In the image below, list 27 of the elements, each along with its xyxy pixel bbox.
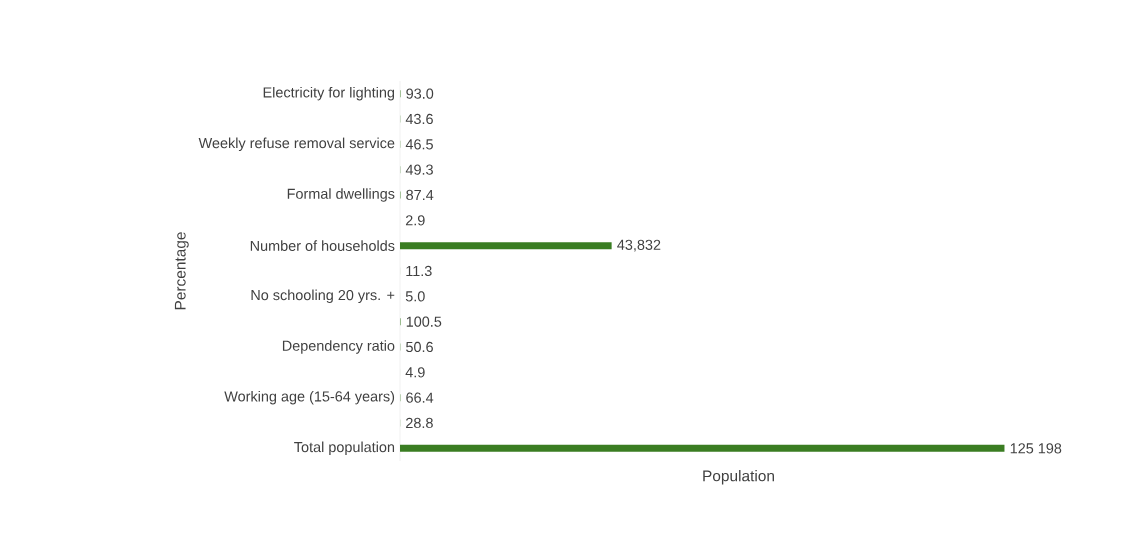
y-tick-label: Number of households	[250, 240, 395, 251]
data-label: 46.5	[405, 139, 433, 150]
data-label: 100.5	[406, 316, 442, 327]
data-label: 66.4	[406, 392, 434, 403]
y-tick-label: Weekly refuse removal service	[198, 137, 395, 152]
data-label: 93.0	[406, 88, 434, 99]
data-label: 5.0	[405, 291, 425, 302]
y-tick-label: Electricity for lighting	[263, 86, 395, 101]
data-label: 49.3	[405, 164, 433, 175]
y-tick-label: No schooling 20 yrs. +	[251, 289, 395, 304]
data-label: 28.8	[406, 417, 433, 429]
y-tick-label: Dependency ratio	[282, 340, 395, 354]
bar	[400, 444, 1005, 452]
data-label: 43.6	[405, 113, 433, 125]
data-label: 4.9	[405, 367, 425, 378]
y-tick-label: Working age (15-64 years)	[224, 390, 395, 405]
bar	[400, 242, 612, 250]
y-axis-title: Percentage	[174, 232, 189, 310]
data-label: 43,832	[617, 239, 661, 252]
data-label: 50.6	[406, 341, 433, 353]
data-label: 87.4	[406, 189, 434, 201]
data-label: 11.3	[406, 265, 432, 277]
y-tick-label: Total population	[294, 441, 395, 456]
data-label: 125 198	[1010, 443, 1062, 454]
data-label: 2.9	[405, 215, 425, 226]
y-tick-label: Formal dwellings	[287, 188, 395, 202]
x-axis-title: Population	[703, 470, 774, 485]
